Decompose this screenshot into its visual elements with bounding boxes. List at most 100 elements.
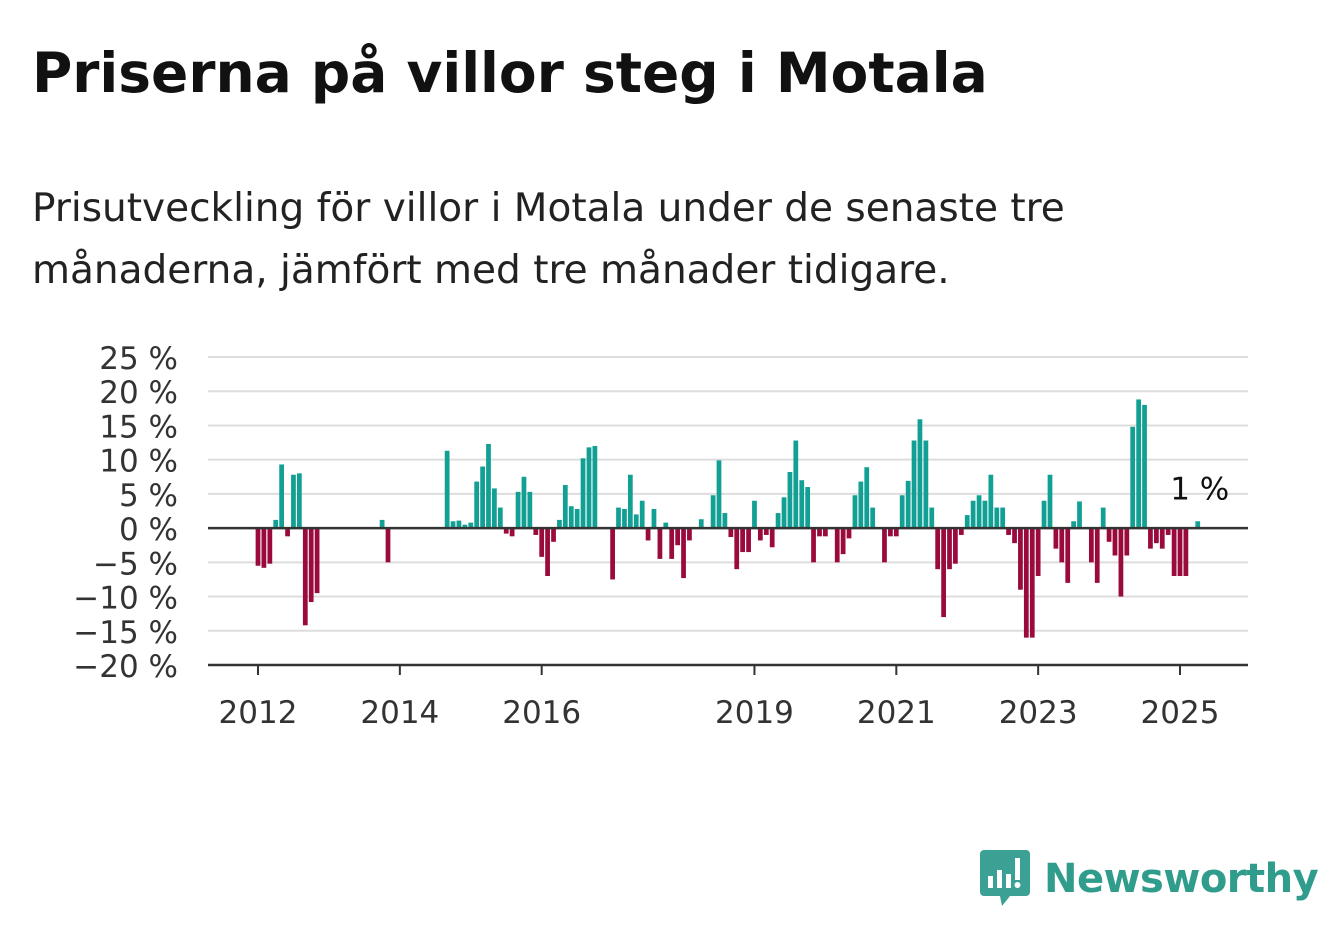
chart-bar	[899, 495, 905, 529]
chart-bar	[302, 528, 308, 626]
chart-bar	[474, 481, 480, 529]
chart-bar	[852, 495, 858, 529]
chart-bar	[627, 474, 633, 529]
chart-bar	[1071, 521, 1076, 529]
chart-bar	[503, 528, 509, 534]
chart-bar	[1165, 528, 1171, 535]
chart-bar	[562, 484, 568, 529]
chart-bar	[823, 528, 828, 537]
chart-bar	[521, 476, 527, 529]
chart-bar	[905, 480, 911, 529]
chart-bar	[279, 464, 284, 529]
chart-bar	[616, 507, 621, 529]
chart-bar	[308, 528, 314, 603]
chart-bar	[799, 480, 805, 529]
chart-bar	[486, 443, 491, 529]
chart-bar	[651, 508, 657, 529]
chart-bar	[722, 513, 728, 529]
chart-bar	[911, 440, 917, 529]
x-tick-label: 2025	[1141, 695, 1220, 731]
chart-bar	[1053, 528, 1059, 549]
chart-bar	[296, 473, 302, 529]
chart-bar	[273, 519, 279, 529]
chart-bar	[988, 474, 994, 529]
chart-bar	[953, 528, 958, 564]
chart-bar	[787, 471, 793, 529]
chart-bar	[291, 474, 296, 529]
chart-bar	[633, 514, 639, 529]
chart-bar	[1100, 507, 1106, 529]
chart-bar	[1065, 528, 1071, 583]
chart-bar	[923, 440, 929, 529]
x-tick-label: 2012	[219, 695, 298, 731]
chart-bar	[515, 491, 521, 529]
chart-bar	[1142, 404, 1147, 529]
brand: Newsworthy	[980, 848, 1319, 910]
chart-bar	[935, 528, 941, 570]
chart-bar	[568, 506, 574, 529]
chart-bar	[757, 528, 763, 541]
chart-bar	[1124, 528, 1130, 556]
chart-bar	[545, 528, 550, 577]
chart-bar	[1088, 528, 1094, 563]
chart-bar	[746, 528, 751, 553]
chart-bar	[1106, 528, 1112, 542]
chart-bar	[574, 508, 580, 529]
y-tick-label: 10 %	[99, 444, 178, 480]
chart-bar	[622, 508, 627, 529]
chart-bar	[1059, 528, 1065, 563]
y-tick-label: −20 %	[73, 649, 178, 685]
chart-bar	[941, 528, 946, 618]
chart-bar	[1094, 528, 1100, 583]
chart-bar	[480, 466, 485, 529]
chart-bar	[781, 497, 787, 529]
chart-bar	[958, 528, 964, 535]
chart-bar	[710, 495, 716, 529]
bar-chart: 25 %20 %15 %10 %5 %0 %−5 %−10 %−15 %−20 …	[73, 341, 1248, 731]
chart-bar	[811, 528, 816, 563]
chart-bar	[675, 528, 681, 546]
chart-bar	[698, 519, 704, 529]
chart-bar	[1130, 426, 1136, 529]
chart-bar	[964, 515, 970, 529]
chart-bar	[970, 500, 976, 529]
chart-bar	[533, 528, 539, 535]
chart-bar	[1118, 528, 1124, 597]
chart-bar	[450, 521, 456, 529]
chart-bar	[663, 522, 669, 529]
chart-bar	[444, 450, 450, 529]
chart-bar	[929, 507, 935, 529]
x-tick-label: 2014	[360, 695, 439, 731]
y-tick-label: −10 %	[73, 581, 178, 617]
chart-bar	[456, 520, 462, 529]
y-tick-label: 5 %	[119, 478, 178, 514]
chart-bar	[752, 500, 757, 529]
chart-bar	[1171, 528, 1177, 577]
chart-bar	[775, 513, 781, 529]
chart-bar	[1041, 500, 1047, 529]
chart-bar	[834, 528, 840, 563]
chart-bar	[645, 528, 651, 541]
chart-bar	[1018, 528, 1023, 590]
chart-bar	[982, 500, 988, 529]
chart-bar	[492, 488, 497, 529]
chart-bar	[610, 528, 615, 580]
chart-bar	[509, 528, 515, 537]
y-tick-label: −15 %	[73, 615, 178, 651]
chart-bar	[557, 519, 562, 529]
chart-bar	[728, 528, 734, 538]
chart-bar	[687, 528, 692, 541]
chart-bar	[716, 460, 722, 529]
chart-bar	[1023, 528, 1029, 638]
chart-bar	[817, 528, 822, 537]
y-tick-label: −5 %	[93, 546, 178, 582]
chart-bar	[1177, 528, 1183, 577]
x-tick-label: 2019	[715, 695, 794, 731]
chart-bar	[917, 419, 923, 529]
chart-bar	[1047, 474, 1053, 529]
chart-bar	[1148, 528, 1153, 549]
y-tick-label: 15 %	[99, 409, 178, 445]
chart-bar	[681, 528, 686, 579]
chart-bar	[846, 528, 852, 539]
chart-bar	[1077, 501, 1082, 529]
